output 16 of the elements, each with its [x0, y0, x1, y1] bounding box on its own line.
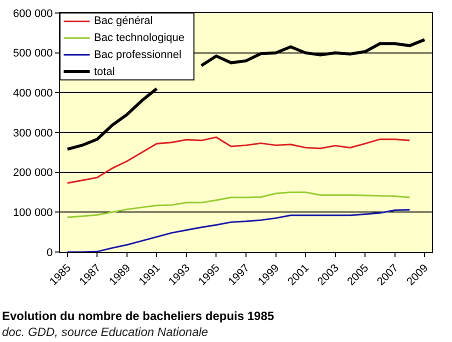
text: doc. GDD, source Education Nationale: [2, 325, 208, 339]
y-tick-label: 600 000: [13, 8, 53, 20]
y-tick-label: 100 000: [13, 207, 53, 220]
legend-label: Bac professionnel: [94, 49, 182, 61]
legend-label: total: [94, 66, 115, 78]
line-series: [66, 208, 410, 252]
line-series: [66, 136, 410, 184]
legend-label: Bac technologique: [94, 32, 185, 44]
y-tick-label: 500 000: [13, 48, 53, 60]
y-tick-label: 200 000: [13, 167, 53, 180]
text: Evolution du nombre de bacheliers depuis 1985: [2, 309, 274, 323]
line-series: [66, 191, 410, 218]
legend-label: Bac général: [94, 15, 153, 27]
y-tick-label: 300 000: [13, 127, 53, 140]
y-tick-label: 400 000: [13, 88, 53, 100]
y-tick-label: 0: [46, 246, 53, 259]
